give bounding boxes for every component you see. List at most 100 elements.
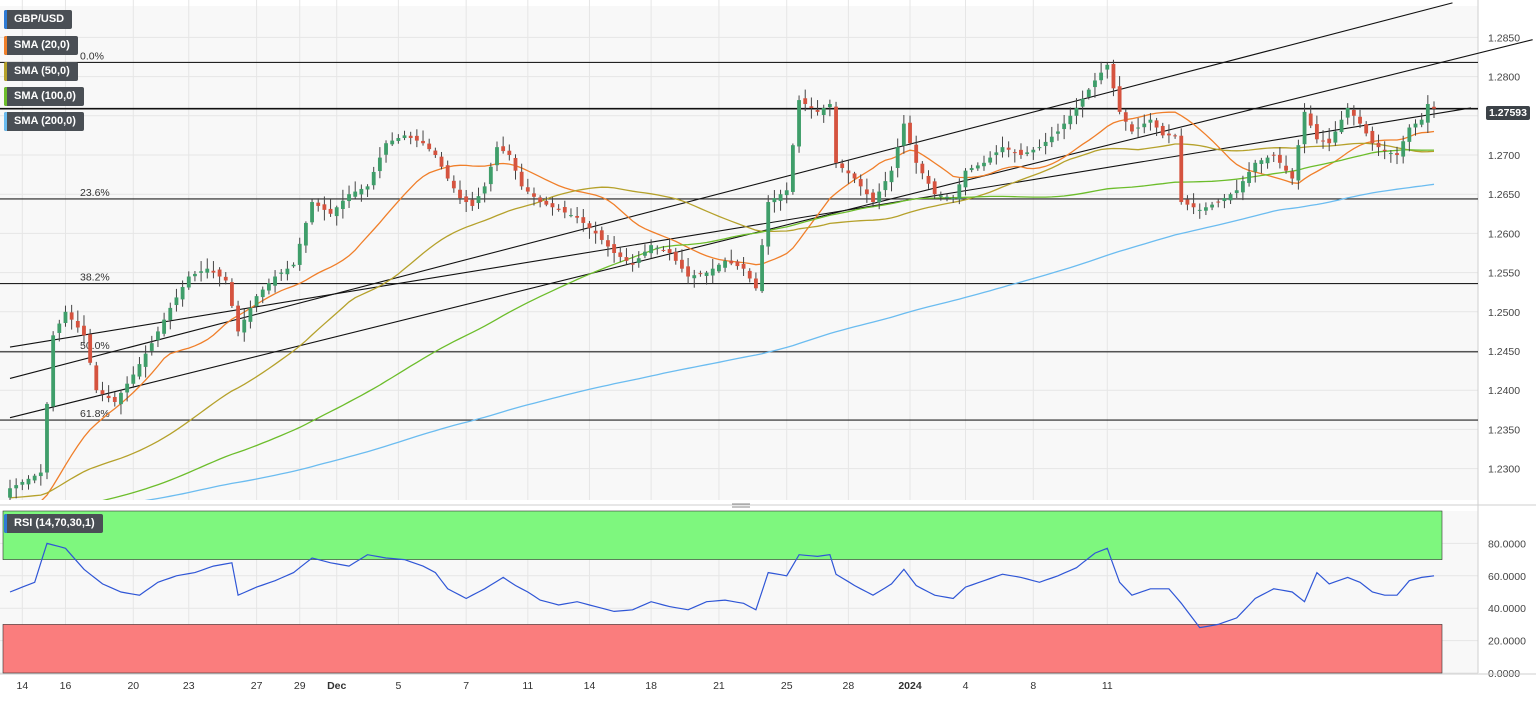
sma-line-200 bbox=[144, 183, 1435, 500]
candle-body bbox=[766, 202, 771, 247]
y-tick-label: 1.2450 bbox=[1488, 346, 1520, 358]
candle-body bbox=[704, 272, 709, 276]
candle-body bbox=[618, 252, 623, 257]
candle-body bbox=[445, 165, 450, 179]
candle-body bbox=[680, 259, 684, 269]
rsi-overbought-zone bbox=[2, 510, 1443, 560]
candle-body bbox=[390, 140, 395, 145]
candle-body bbox=[630, 263, 635, 265]
candle-body bbox=[562, 207, 567, 213]
sma50-color-swatch bbox=[4, 62, 7, 81]
candle-body bbox=[193, 273, 197, 277]
fibonacci-label: 0.0% bbox=[80, 50, 104, 62]
candle-body bbox=[1210, 204, 1214, 208]
sma20-label: SMA (20,0) bbox=[14, 39, 70, 51]
sma20-color-swatch bbox=[4, 36, 7, 55]
candle-body bbox=[1006, 147, 1011, 150]
candle-body bbox=[421, 140, 425, 144]
candle-body bbox=[1419, 119, 1424, 125]
candle-body bbox=[1037, 147, 1042, 149]
candle-body bbox=[106, 395, 111, 399]
candle-body bbox=[1333, 131, 1338, 143]
candle-body bbox=[1259, 160, 1264, 164]
candle-body bbox=[297, 243, 302, 265]
candle-body bbox=[75, 321, 80, 328]
candle-body bbox=[1031, 149, 1036, 153]
x-tick-label: 4 bbox=[963, 680, 969, 692]
candle-body bbox=[513, 157, 518, 171]
candle-body bbox=[599, 230, 604, 240]
candle-body bbox=[926, 175, 931, 184]
candle-body bbox=[760, 245, 764, 292]
sma200-badge[interactable]: SMA (200,0) bbox=[4, 112, 84, 131]
candle-body bbox=[260, 289, 265, 298]
candle-body bbox=[1395, 153, 1399, 155]
channel-trend-line bbox=[9, 39, 1533, 419]
x-tick-label: Dec bbox=[327, 680, 346, 692]
x-tick-label: 7 bbox=[463, 680, 469, 692]
candle-body bbox=[544, 200, 549, 205]
candle-body bbox=[168, 307, 173, 321]
candle-body bbox=[797, 100, 801, 147]
y-tick-label: 1.2700 bbox=[1488, 150, 1520, 162]
candle-body bbox=[328, 208, 333, 214]
candle-body bbox=[501, 146, 506, 152]
sma100-badge[interactable]: SMA (100,0) bbox=[4, 87, 84, 106]
candle-body bbox=[846, 170, 851, 174]
candle-body bbox=[1222, 198, 1227, 202]
candle-body bbox=[1142, 123, 1147, 128]
candle-body bbox=[1265, 157, 1270, 164]
candle-body bbox=[1407, 127, 1412, 142]
candle-body bbox=[1130, 124, 1134, 132]
candle-body bbox=[778, 194, 783, 201]
candle-body bbox=[63, 311, 68, 324]
candle-body bbox=[310, 202, 314, 223]
candle-body bbox=[686, 266, 691, 277]
candle-body bbox=[569, 215, 573, 217]
candle-body bbox=[975, 165, 980, 169]
candle-body bbox=[334, 207, 339, 217]
fibonacci-label: 38.2% bbox=[80, 272, 110, 284]
candle-body bbox=[205, 268, 210, 273]
candle-body bbox=[458, 189, 462, 199]
candle-body bbox=[143, 353, 148, 367]
candle-body bbox=[1314, 124, 1319, 140]
symbol-badge[interactable]: GBP/USD bbox=[4, 10, 73, 29]
candle-body bbox=[1401, 141, 1406, 157]
candle-body bbox=[408, 135, 413, 138]
candle-body bbox=[1000, 147, 1005, 153]
candle-body bbox=[1197, 209, 1202, 211]
candle-body bbox=[519, 171, 524, 187]
fibonacci-label: 61.8% bbox=[80, 408, 110, 420]
candle-body bbox=[82, 325, 86, 336]
symbol-color-swatch bbox=[4, 10, 7, 29]
candle-body bbox=[365, 186, 370, 190]
candle-body bbox=[322, 204, 327, 210]
y-tick-label: 1.2400 bbox=[1488, 385, 1520, 397]
candle-body bbox=[784, 190, 789, 196]
candle-body bbox=[1148, 119, 1153, 123]
candle-body bbox=[858, 179, 863, 187]
candle-body bbox=[1105, 64, 1110, 70]
y-tick-label: 1.2300 bbox=[1488, 464, 1520, 476]
y-tick-label: 1.2650 bbox=[1488, 189, 1520, 201]
candle-body bbox=[723, 260, 727, 268]
candle-body bbox=[821, 107, 826, 115]
candle-body bbox=[1253, 162, 1258, 172]
rsi-tick-label: 40.0000 bbox=[1488, 603, 1526, 615]
sma20-badge[interactable]: SMA (20,0) bbox=[4, 36, 78, 55]
candle-body bbox=[920, 163, 925, 174]
candle-body bbox=[1068, 115, 1073, 125]
candle-body bbox=[8, 488, 12, 498]
candle-body bbox=[1345, 107, 1350, 118]
candle-body bbox=[889, 170, 894, 183]
sma50-badge[interactable]: SMA (50,0) bbox=[4, 62, 78, 81]
candle-body bbox=[1191, 203, 1196, 208]
sma200-label: SMA (200,0) bbox=[14, 115, 76, 127]
candle-body bbox=[100, 390, 105, 395]
rsi-badge[interactable]: RSI (14,70,30,1) bbox=[4, 514, 103, 533]
candle-body bbox=[451, 180, 456, 189]
candle-body bbox=[316, 202, 321, 206]
candle-body bbox=[156, 331, 160, 341]
candle-body bbox=[1339, 119, 1344, 133]
